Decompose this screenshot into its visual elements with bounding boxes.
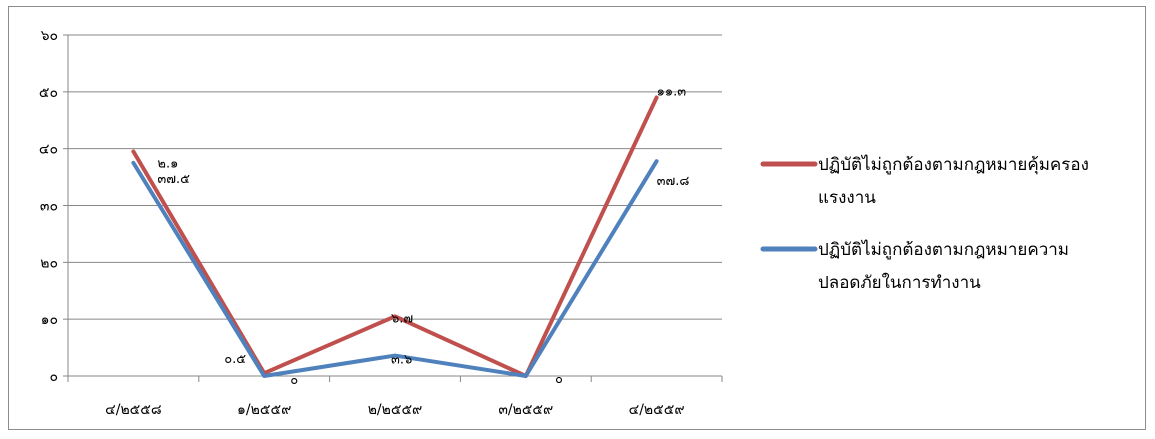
data-label: ๓.๖ — [391, 353, 412, 368]
series-lines — [131, 95, 659, 378]
y-tick-label: ๐ — [49, 369, 58, 385]
series-line-2 — [131, 159, 659, 378]
data-labels: ๒.๑๐.๕ ๖.๗ ๑๑.๓๓๗.๕๐ ๓.๖๐ ๓๗.๘ — [157, 85, 689, 388]
data-label: ๓๗.๕ — [157, 172, 190, 187]
data-label: ๖.๗ — [391, 311, 413, 326]
data-label: ๒.๑ — [157, 157, 178, 172]
legend-label-2: ปฏิบัติไม่ถูกต้องตามกฎหมายความ — [818, 239, 1069, 260]
x-tick-label: ๔/๒๕๕๘ — [105, 402, 162, 418]
x-tick-label: ๒/๒๕๕๙ — [368, 402, 423, 418]
chart-frame — [8, 6, 1146, 430]
gridlines — [68, 34, 722, 320]
y-tick-label: ๑๐ — [41, 312, 58, 328]
legend-label-2: ปลอดภัยในการทำงาน — [818, 272, 981, 293]
x-tick-label: ๔/๒๕๕๙ — [629, 402, 685, 418]
y-tick-label: ๓๐ — [40, 199, 58, 215]
x-tick-label: ๓/๒๕๕๙ — [498, 402, 553, 418]
data-label: ๓๗.๘ — [657, 174, 690, 189]
data-label: ๐ — [290, 373, 298, 388]
data-label: ๐ — [552, 376, 567, 384]
series-line-1 — [131, 95, 659, 378]
y-tick-label: ๒๐ — [40, 255, 58, 271]
data-label: ๑๑.๓ — [657, 85, 687, 100]
x-tick-label: ๑/๒๕๕๙ — [237, 402, 291, 418]
y-tick-labels: ๐ ๑๐ ๒๐ ๓๐ ๔๐ ๕๐ ๖๐ — [39, 28, 58, 385]
axes — [63, 34, 723, 382]
legend-label-1: แรงงาน — [818, 188, 876, 208]
y-tick-label: ๖๐ — [41, 28, 58, 44]
data-label: ๐.๕ — [224, 352, 246, 367]
legend-label-1: ปฏิบัติไม่ถูกต้องตามกฎหมายคุ้มครอง — [818, 154, 1089, 175]
x-tick-labels: ๔/๒๕๕๘ ๑/๒๕๕๙ ๒/๒๕๕๙ ๓/๒๕๕๙ ๔/๒๕๕๙ — [105, 402, 684, 418]
y-tick-label: ๔๐ — [39, 142, 58, 158]
legend: ปฏิบัติไม่ถูกต้องตามกฎหมายคุ้มครองแรงงาน… — [760, 154, 1089, 293]
y-tick-label: ๕๐ — [39, 85, 58, 101]
